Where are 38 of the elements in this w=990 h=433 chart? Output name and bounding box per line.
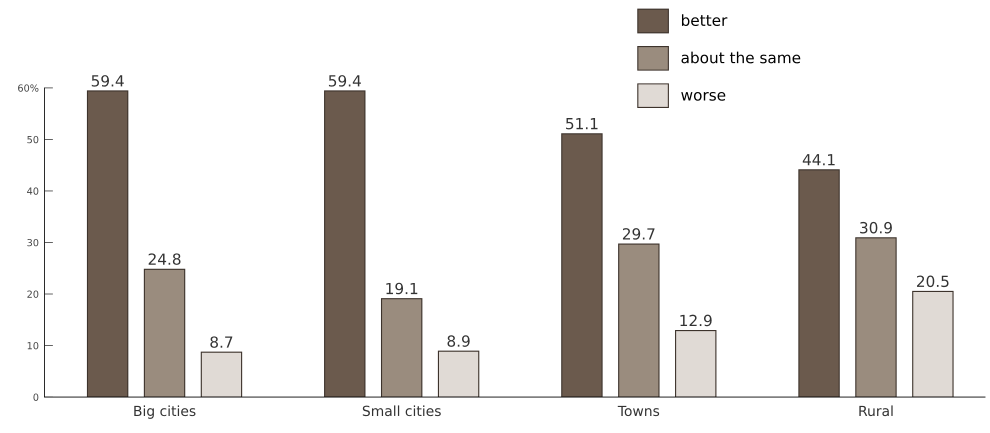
y-tick-label: 20 xyxy=(27,290,38,298)
legend-label: about the same xyxy=(682,52,800,64)
bar xyxy=(798,169,840,398)
bar xyxy=(561,133,603,398)
legend-label: better xyxy=(682,14,728,26)
x-tick-label: Rural xyxy=(859,405,893,416)
data-label: 24.8 xyxy=(148,253,181,265)
legend-label: worse xyxy=(681,92,726,101)
bar xyxy=(144,268,186,398)
y-tick-label: 0 xyxy=(33,394,38,401)
data-label: 8.7 xyxy=(210,336,232,348)
data-label: 51.1 xyxy=(566,118,598,130)
x-tick-label: Towns xyxy=(618,406,660,416)
data-label: 8.9 xyxy=(447,335,470,347)
y-tick-label: 50 xyxy=(27,136,38,144)
y-tick-label: 30 xyxy=(27,238,38,246)
data-label: 30.9 xyxy=(860,222,892,234)
data-label: 59.4 xyxy=(328,75,361,87)
y-tick-label: 10 xyxy=(28,342,38,350)
data-label: 12.9 xyxy=(680,314,712,326)
bar xyxy=(618,243,660,398)
y-tick-label: 60% xyxy=(18,84,38,92)
x-tick-label: Big cities xyxy=(134,405,196,419)
bar xyxy=(324,90,366,398)
bar xyxy=(86,90,128,398)
data-label: 19.1 xyxy=(386,282,418,294)
x-tick-label: Small cities xyxy=(362,405,441,416)
bar xyxy=(380,298,422,398)
bar xyxy=(855,237,897,398)
data-label: 20.5 xyxy=(916,276,949,288)
bar xyxy=(438,350,480,398)
data-label: 44.1 xyxy=(802,154,835,166)
bar xyxy=(675,330,716,398)
data-label: 29.7 xyxy=(622,228,655,240)
y-tick-label: 40 xyxy=(27,187,38,195)
bar xyxy=(912,290,954,398)
data-label: 59.4 xyxy=(92,75,124,87)
bar xyxy=(200,352,242,398)
